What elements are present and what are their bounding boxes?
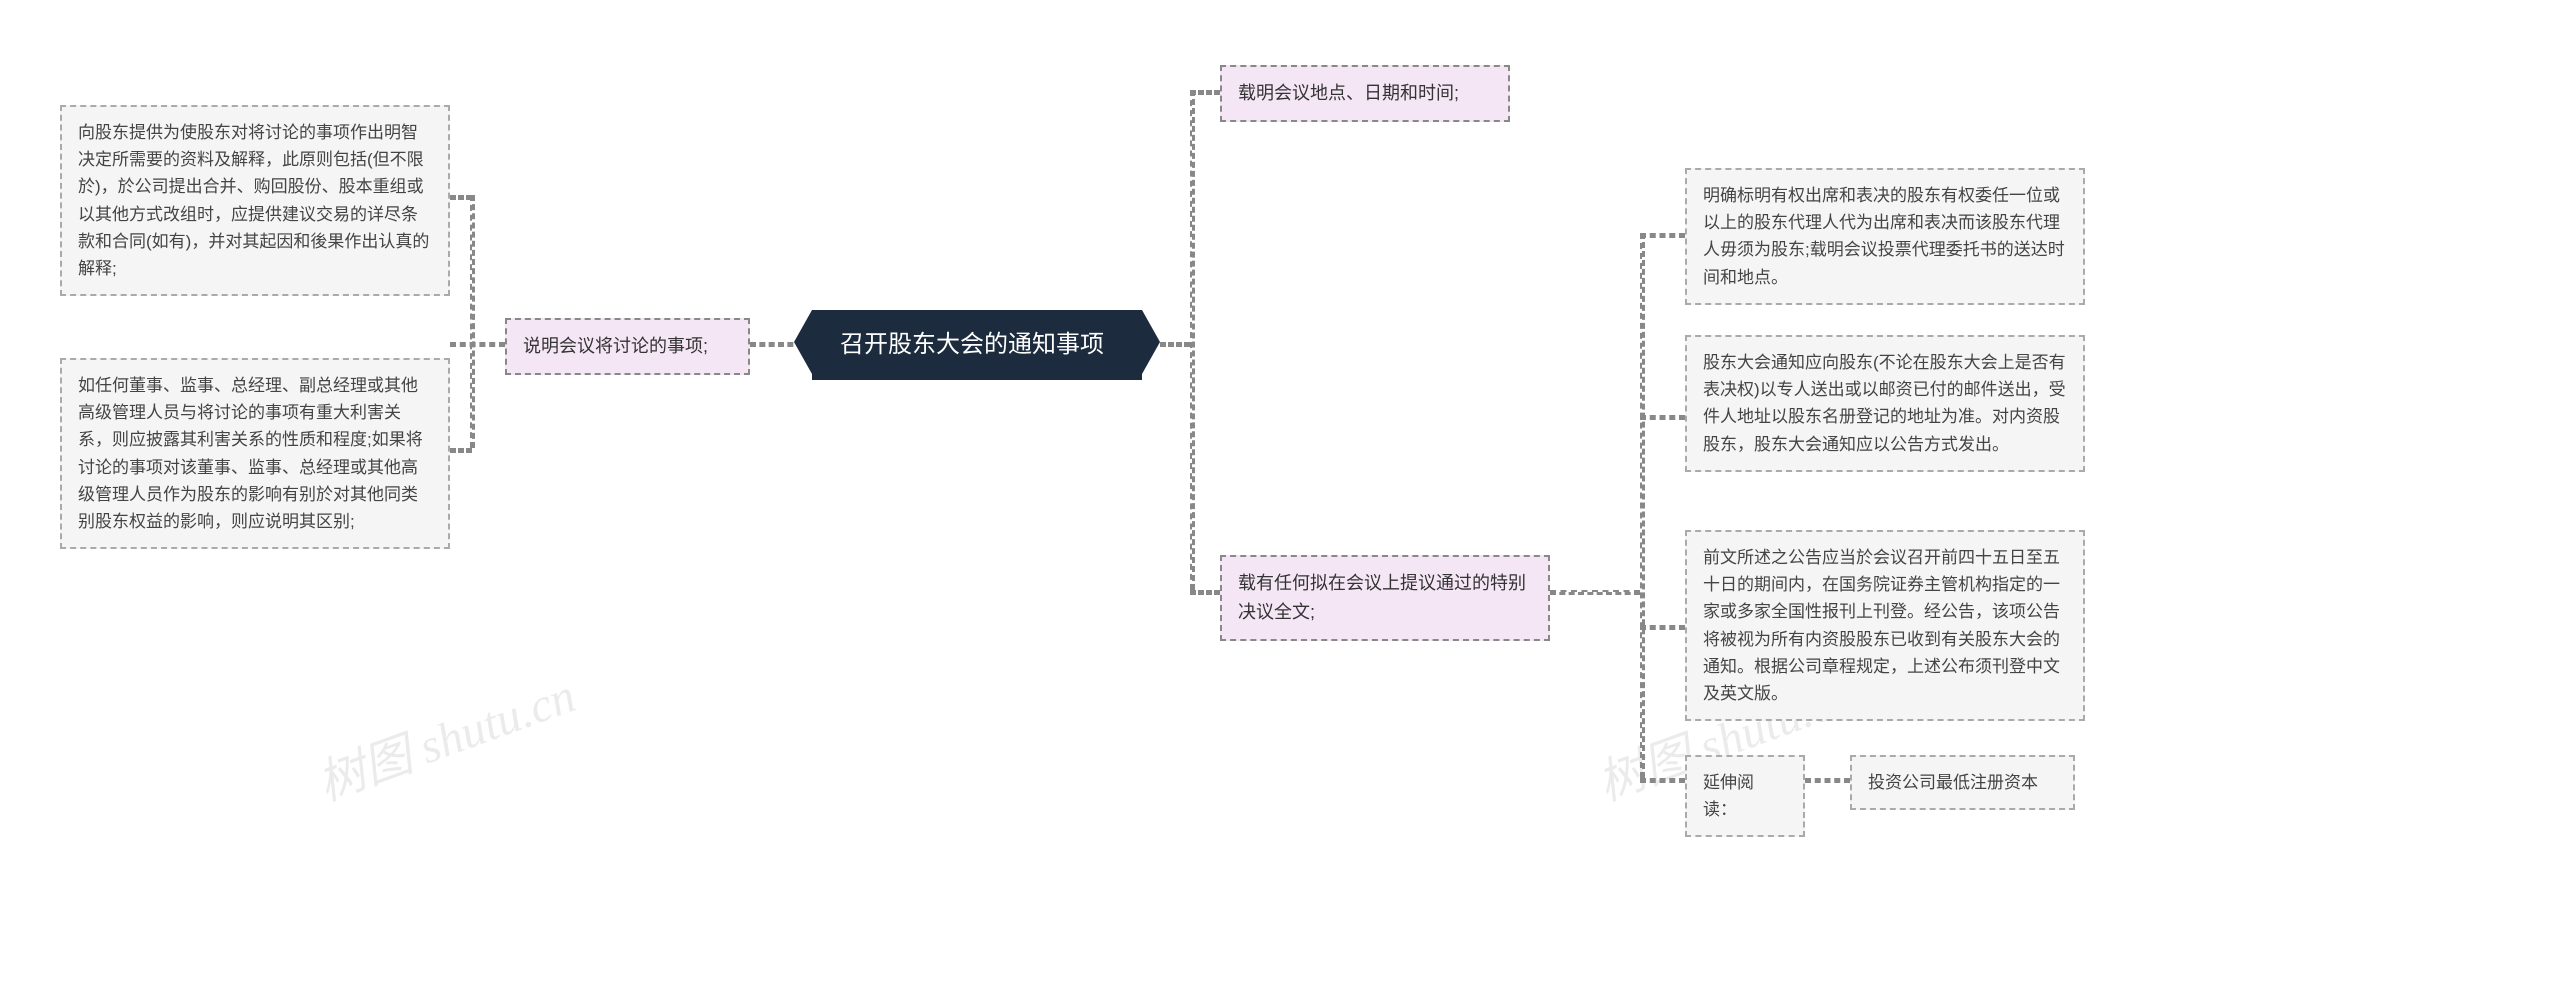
connector-line bbox=[1190, 590, 1220, 595]
connector-line bbox=[1160, 342, 1190, 347]
leaf-node: 股东大会通知应向股东(不论在股东大会上是否有表决权)以专人送出或以邮资已付的邮件… bbox=[1685, 335, 2085, 472]
connector-line bbox=[470, 195, 475, 448]
connector-line bbox=[1640, 625, 1685, 630]
connector-line bbox=[1640, 233, 1685, 238]
branch-node-right: 载明会议地点、日期和时间; bbox=[1220, 65, 1510, 122]
watermark: 树图 shutu.cn bbox=[306, 656, 583, 814]
connector-line bbox=[1640, 233, 1645, 778]
branch-node-left: 说明会议将讨论的事项; bbox=[505, 318, 750, 375]
connector-line bbox=[1640, 778, 1685, 783]
connector-line bbox=[1640, 415, 1685, 420]
root-node: 召开股东大会的通知事项 bbox=[812, 310, 1142, 380]
connector-line bbox=[450, 342, 505, 347]
connector-line bbox=[450, 195, 472, 200]
leaf-node: 明确标明有权出席和表决的股东有权委任一位或以上的股东代理人代为出席和表决而该股东… bbox=[1685, 168, 2085, 305]
leaf-node: 投资公司最低注册资本 bbox=[1850, 755, 2075, 810]
connector-line bbox=[1805, 778, 1850, 783]
leaf-node: 向股东提供为使股东对将讨论的事项作出明智决定所需要的资料及解释，此原则包括(但不… bbox=[60, 105, 450, 296]
leaf-node: 前文所述之公告应当於会议召开前四十五日至五十日的期间内，在国务院证券主管机构指定… bbox=[1685, 530, 2085, 721]
connector-line bbox=[450, 448, 472, 453]
connector-line bbox=[1550, 590, 1640, 595]
connector-line bbox=[1190, 90, 1195, 590]
branch-node-right: 载有任何拟在会议上提议通过的特别决议全文; bbox=[1220, 555, 1550, 641]
leaf-node: 如任何董事、监事、总经理、副总经理或其他高级管理人员与将讨论的事项有重大利害关系… bbox=[60, 358, 450, 549]
leaf-node: 延伸阅读： bbox=[1685, 755, 1805, 837]
connector-line bbox=[1190, 90, 1220, 95]
